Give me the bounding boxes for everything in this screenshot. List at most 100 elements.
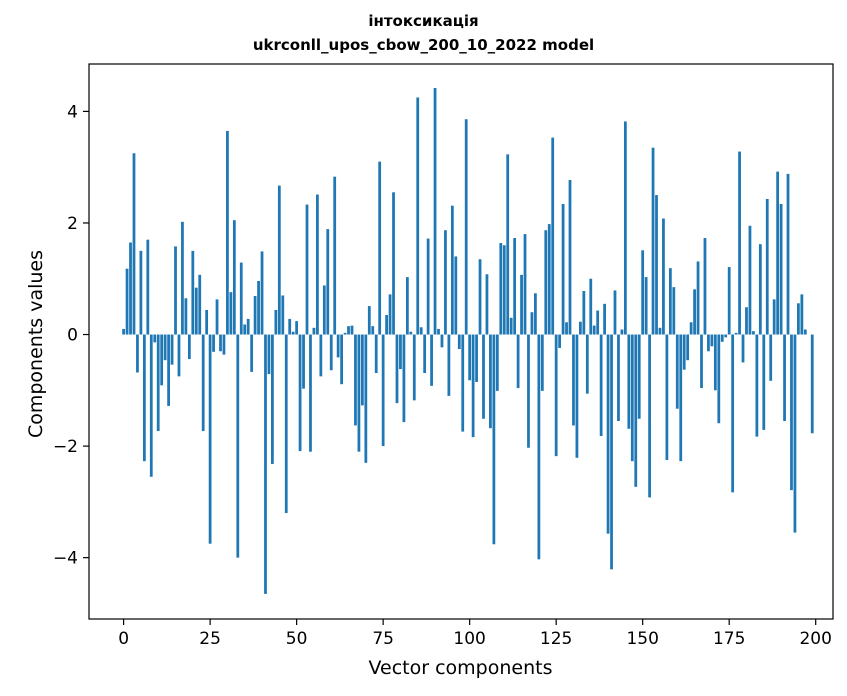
bar — [426, 238, 430, 335]
bar — [769, 334, 773, 381]
bar — [274, 309, 278, 335]
bar — [260, 251, 264, 335]
bar — [682, 334, 686, 370]
bar — [153, 334, 157, 343]
bar — [793, 334, 797, 533]
bar — [731, 334, 735, 493]
bar — [540, 334, 544, 391]
bar — [319, 334, 323, 377]
bar — [592, 325, 596, 335]
x-tick-label: 0 — [118, 629, 129, 649]
bar — [471, 334, 475, 438]
bar — [360, 334, 364, 406]
bar — [800, 294, 804, 335]
bar — [575, 334, 579, 458]
x-tick-label: 75 — [372, 629, 394, 649]
bar — [295, 321, 299, 335]
bar — [229, 292, 233, 335]
x-tick-label: 125 — [540, 629, 572, 649]
bar — [585, 334, 589, 394]
bar — [142, 334, 146, 462]
bar — [160, 334, 164, 386]
x-tick-label: 175 — [713, 629, 745, 649]
bar — [309, 334, 312, 452]
bar — [717, 334, 721, 424]
bar — [433, 87, 437, 335]
y-tick-label: 2 — [67, 214, 78, 234]
bar — [454, 256, 458, 335]
bar — [558, 334, 562, 348]
bar — [232, 220, 236, 335]
bar — [724, 334, 728, 338]
bar — [783, 334, 786, 421]
bar — [302, 334, 305, 389]
bar — [464, 119, 468, 335]
chart-title: інтоксикація — [368, 12, 479, 30]
bar — [250, 334, 254, 372]
bar — [374, 334, 378, 374]
bar — [326, 229, 330, 335]
bar — [226, 130, 229, 335]
bar — [450, 205, 454, 335]
bar — [385, 315, 388, 335]
bar — [364, 334, 368, 463]
bar — [187, 334, 191, 360]
bar — [755, 334, 759, 437]
bar — [129, 242, 132, 335]
bar — [122, 328, 125, 335]
bar — [520, 274, 523, 335]
bar — [305, 204, 309, 335]
bar — [412, 334, 416, 401]
bar — [613, 290, 617, 335]
bar — [779, 204, 783, 335]
x-axis-ticks: 0 25 50 75 100 125 150 175 200 — [118, 619, 832, 649]
plot-frame — [88, 63, 834, 620]
x-axis-label: Vector components — [368, 657, 553, 679]
bar — [139, 250, 143, 335]
bar — [534, 293, 537, 335]
bar — [499, 243, 503, 335]
bar — [644, 277, 648, 335]
bar — [509, 317, 513, 335]
bar — [222, 334, 226, 355]
bar — [388, 294, 392, 335]
bar — [523, 234, 527, 335]
bar — [758, 244, 762, 335]
bar — [184, 298, 188, 335]
bar — [748, 225, 752, 335]
bar — [707, 334, 710, 352]
bar — [668, 268, 672, 335]
bar — [627, 334, 631, 429]
bar — [298, 334, 302, 452]
bar — [544, 230, 548, 335]
bar — [201, 334, 205, 432]
bar — [637, 334, 641, 419]
bar — [689, 322, 693, 335]
bar — [703, 238, 707, 335]
bar — [665, 334, 669, 461]
bar — [357, 334, 361, 452]
bar — [236, 334, 240, 558]
bar — [765, 198, 769, 335]
bar — [281, 295, 285, 335]
bar — [492, 334, 496, 545]
bar — [367, 306, 371, 335]
bar — [810, 334, 814, 434]
bar — [468, 334, 472, 381]
bar — [489, 334, 492, 429]
x-tick-label: 150 — [626, 629, 658, 649]
bar — [219, 334, 222, 352]
bar — [554, 334, 558, 457]
bar — [648, 334, 651, 498]
bar — [720, 334, 724, 342]
bar — [589, 278, 593, 335]
bar — [710, 334, 714, 347]
bar — [267, 334, 271, 375]
bar — [336, 334, 340, 358]
bar — [405, 277, 409, 335]
bar — [727, 267, 731, 335]
bar — [156, 334, 160, 432]
bar — [132, 153, 136, 335]
x-tick-label: 100 — [453, 629, 485, 649]
x-tick-label: 200 — [799, 629, 831, 649]
